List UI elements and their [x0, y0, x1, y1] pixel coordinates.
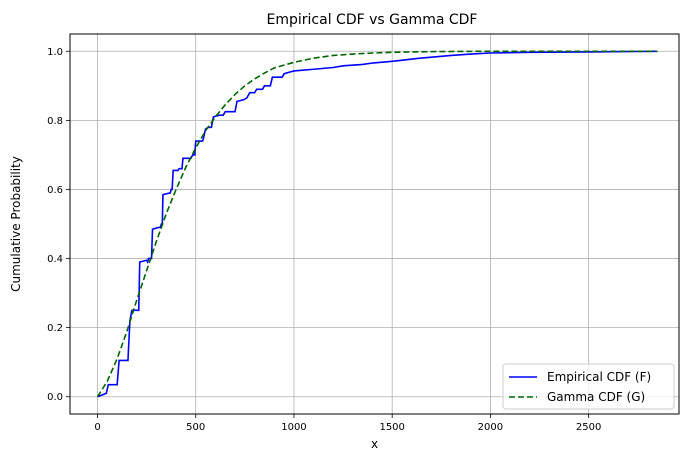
series-line-empirical	[97, 50, 658, 398]
ticks: 0 500 1000 1500 2000 2500 0.0 0.2 0.4 0.6 0.8 1.0	[47, 47, 601, 433]
y-tick-label: 0.6	[47, 185, 63, 196]
plot-frame	[69, 33, 680, 415]
legend-label-empirical: Empirical CDF (F)	[547, 370, 651, 384]
y-tick-label: 0.0	[47, 392, 63, 403]
y-axis-label: Cumulative Probability	[9, 156, 23, 292]
grid	[70, 34, 679, 414]
x-tick-label: 500	[186, 422, 205, 433]
legend-label-gamma: Gamma CDF (G)	[547, 390, 645, 404]
series-layer	[96, 50, 658, 398]
x-tick-label: 1500	[379, 422, 404, 433]
x-tick-label: 2500	[576, 422, 601, 433]
y-tick-label: 0.4	[47, 254, 63, 265]
legend-box	[502, 363, 675, 410]
y-tick-label: 1.0	[47, 47, 63, 58]
chart-title: Empirical CDF vs Gamma CDF	[267, 12, 478, 28]
x-tick-label: 0	[94, 422, 100, 433]
x-axis-label: x	[371, 437, 378, 451]
x-tick-label: 2000	[478, 422, 503, 433]
x-tick-label: 1000	[281, 422, 306, 433]
series-line-gamma	[96, 50, 658, 398]
y-tick-label: 0.8	[47, 116, 63, 127]
legend: Empirical CDF (F) Gamma CDF (G)	[502, 363, 675, 410]
y-tick-label: 0.2	[47, 323, 63, 334]
